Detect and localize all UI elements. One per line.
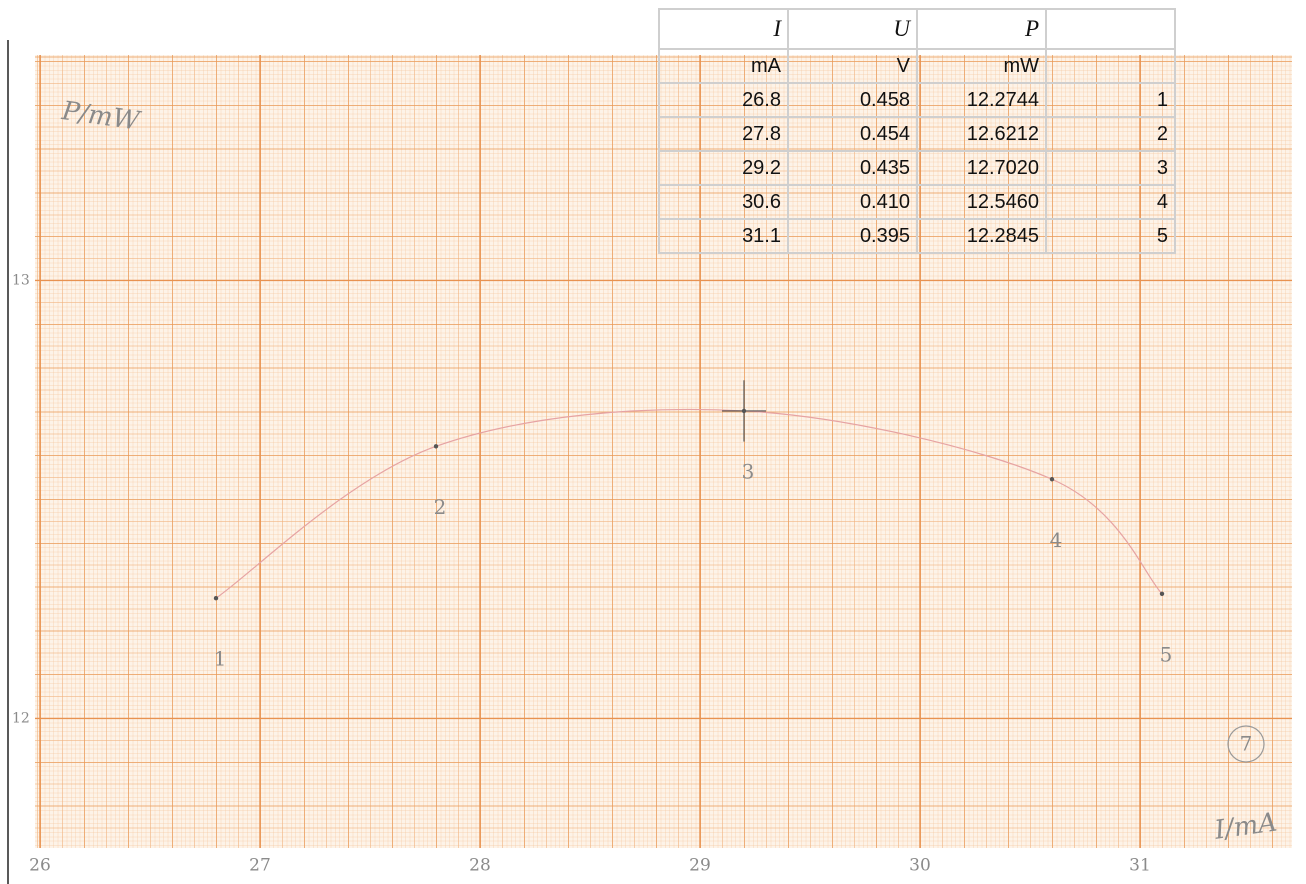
point-label: 5 <box>1160 642 1173 666</box>
y-axis-label: P/mW <box>59 96 143 137</box>
table-cell: 0.454 <box>787 116 918 152</box>
table-cell: 12.2845 <box>916 218 1047 254</box>
table-row: 30.6 0.410 12.5460 4 <box>658 184 1176 220</box>
table-cell: 12.7020 <box>916 150 1047 186</box>
x-axis-label: I/mA <box>1212 807 1279 846</box>
x-tick-label: 28 <box>469 856 491 876</box>
annotation-circle <box>1227 725 1265 763</box>
table-cell: 27.8 <box>658 116 789 152</box>
table-cell: 12.6212 <box>916 116 1047 152</box>
table-cell: 0.395 <box>787 218 918 254</box>
point-label: 4 <box>1050 528 1063 552</box>
x-tick-label: 30 <box>909 856 931 876</box>
table-cell: U <box>787 8 918 50</box>
table-cell <box>1045 8 1176 50</box>
x-tick-label: 31 <box>1129 856 1151 876</box>
x-tick-label: 27 <box>249 856 271 876</box>
table-cell: 12.2744 <box>916 82 1047 118</box>
data-point <box>213 596 219 601</box>
table-cell: 4 <box>1045 184 1176 220</box>
data-point <box>433 444 439 449</box>
table-cell: mA <box>658 48 789 84</box>
table-cell: 12.5460 <box>916 184 1047 220</box>
table-cell: I <box>658 8 789 50</box>
table-cell: 31.1 <box>658 218 789 254</box>
table-cell: mW <box>916 48 1047 84</box>
table-cell: 1 <box>1045 82 1176 118</box>
data-point <box>1159 591 1165 596</box>
point-label: 1 <box>214 647 227 671</box>
table-row: 31.1 0.395 12.2845 5 <box>658 218 1176 254</box>
table-row: 29.2 0.435 12.7020 3 <box>658 150 1176 186</box>
table-cell: 0.435 <box>787 150 918 186</box>
table-cell <box>1045 48 1176 84</box>
fit-curve <box>215 408 1163 599</box>
table-cell: 0.458 <box>787 82 918 118</box>
table-cell: 0.410 <box>787 184 918 220</box>
table-cell: 26.8 <box>658 82 789 118</box>
table-cell: 29.2 <box>658 150 789 186</box>
annotation: 7 <box>1240 732 1253 756</box>
table-cell: 2 <box>1045 116 1176 152</box>
table-cell: V <box>787 48 918 84</box>
point-label: 3 <box>742 459 755 483</box>
table-row: 26.8 0.458 12.2744 1 <box>658 82 1176 118</box>
table-row: 27.8 0.454 12.6212 2 <box>658 116 1176 152</box>
table-cell: 30.6 <box>658 184 789 220</box>
y-tick-label: 13 <box>12 272 30 288</box>
point-label: 2 <box>434 495 447 519</box>
table-cell: P <box>916 8 1047 50</box>
data-point <box>1049 477 1055 482</box>
x-tick-label: 29 <box>689 856 711 876</box>
y-tick-label: 12 <box>12 710 30 726</box>
x-tick-label: 26 <box>29 856 51 876</box>
table-cell: 5 <box>1045 218 1176 254</box>
table-cell: 3 <box>1045 150 1176 186</box>
